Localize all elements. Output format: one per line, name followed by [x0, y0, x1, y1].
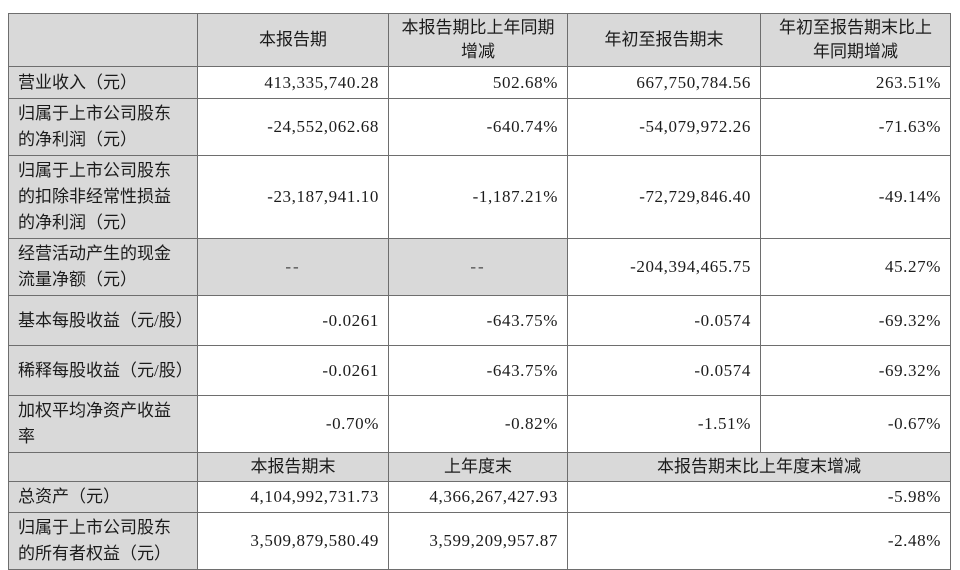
row-total-assets: 总资产（元） 4,104,992,731.73 4,366,267,427.93…	[8, 481, 951, 513]
row-diluted-eps: 稀释每股收益（元/股） -0.0261 -643.75% -0.0574 -69…	[8, 345, 951, 396]
row-net-profit-attributable: 归属于上市公司股东的净利润（元） -24,552,062.68 -640.74%…	[8, 98, 951, 156]
header-cell-empty	[8, 452, 198, 482]
header-cell-empty	[8, 13, 198, 67]
value-cell: -2.48%	[567, 512, 951, 570]
header-cell-ytd-yoy-change: 年初至报告期末比上年同期增减	[760, 13, 951, 67]
value-cell-na: --	[197, 238, 389, 296]
value-cell: -0.0261	[197, 295, 389, 346]
row-operating-cash-flow: 经营活动产生的现金流量净额（元） -- -- -204,394,465.75 4…	[8, 238, 951, 296]
value-cell: -643.75%	[388, 345, 568, 396]
value-cell: 4,366,267,427.93	[388, 481, 568, 513]
value-cell: -24,552,062.68	[197, 98, 389, 156]
value-cell: -643.75%	[388, 295, 568, 346]
label-cell: 稀释每股收益（元/股）	[8, 345, 198, 396]
value-cell: -640.74%	[388, 98, 568, 156]
value-cell: 502.68%	[388, 66, 568, 99]
row-equity-attributable: 归属于上市公司股东的所有者权益（元） 3,509,879,580.49 3,59…	[8, 512, 951, 570]
value-cell: -69.32%	[760, 295, 951, 346]
header-row-period: 本报告期 本报告期比上年同期增减 年初至报告期末 年初至报告期末比上年同期增减	[8, 13, 951, 67]
header-cell-current-period: 本报告期	[197, 13, 389, 67]
label-cell: 总资产（元）	[8, 481, 198, 513]
value-cell: 4,104,992,731.73	[197, 481, 389, 513]
value-cell: -69.32%	[760, 345, 951, 396]
value-cell: -54,079,972.26	[567, 98, 761, 156]
value-cell: -0.82%	[388, 395, 568, 453]
value-cell-na: --	[388, 238, 568, 296]
value-cell: -0.67%	[760, 395, 951, 453]
label-cell: 加权平均净资产收益率	[8, 395, 198, 453]
row-weighted-avg-roe: 加权平均净资产收益率 -0.70% -0.82% -1.51% -0.67%	[8, 395, 951, 453]
value-cell: 667,750,784.56	[567, 66, 761, 99]
value-cell: -72,729,846.40	[567, 155, 761, 239]
value-cell: -5.98%	[567, 481, 951, 513]
value-cell: -204,394,465.75	[567, 238, 761, 296]
value-cell: -0.70%	[197, 395, 389, 453]
header-cell-period-end-change: 本报告期末比上年度末增减	[567, 452, 951, 482]
value-cell: -1.51%	[567, 395, 761, 453]
label-cell: 归属于上市公司股东的扣除非经常性损益的净利润（元）	[8, 155, 198, 239]
value-cell: 3,599,209,957.87	[388, 512, 568, 570]
label-cell: 营业收入（元）	[8, 66, 198, 99]
value-cell: 263.51%	[760, 66, 951, 99]
header-cell-period-yoy-change: 本报告期比上年同期增减	[388, 13, 568, 67]
value-cell: -23,187,941.10	[197, 155, 389, 239]
header-cell-prior-year-end: 上年度末	[388, 452, 568, 482]
row-basic-eps: 基本每股收益（元/股） -0.0261 -643.75% -0.0574 -69…	[8, 295, 951, 346]
label-cell: 归属于上市公司股东的净利润（元）	[8, 98, 198, 156]
label-cell: 经营活动产生的现金流量净额（元）	[8, 238, 198, 296]
row-net-profit-excl-nonrecurring: 归属于上市公司股东的扣除非经常性损益的净利润（元） -23,187,941.10…	[8, 155, 951, 239]
value-cell: 45.27%	[760, 238, 951, 296]
value-cell: -0.0574	[567, 345, 761, 396]
value-cell: -71.63%	[760, 98, 951, 156]
value-cell: -0.0574	[567, 295, 761, 346]
value-cell: 413,335,740.28	[197, 66, 389, 99]
header-cell-ytd: 年初至报告期末	[567, 13, 761, 67]
value-cell: -1,187.21%	[388, 155, 568, 239]
value-cell: 3,509,879,580.49	[197, 512, 389, 570]
report-table-container: 本报告期 本报告期比上年同期增减 年初至报告期末 年初至报告期末比上年同期增减 …	[8, 13, 951, 570]
header-row-period-end: 本报告期末 上年度末 本报告期末比上年度末增减	[8, 452, 951, 482]
label-cell: 基本每股收益（元/股）	[8, 295, 198, 346]
label-cell: 归属于上市公司股东的所有者权益（元）	[8, 512, 198, 570]
value-cell: -0.0261	[197, 345, 389, 396]
row-operating-revenue: 营业收入（元） 413,335,740.28 502.68% 667,750,7…	[8, 66, 951, 99]
header-cell-period-end: 本报告期末	[197, 452, 389, 482]
value-cell: -49.14%	[760, 155, 951, 239]
key-accounting-data-table: 本报告期 本报告期比上年同期增减 年初至报告期末 年初至报告期末比上年同期增减 …	[8, 13, 951, 570]
